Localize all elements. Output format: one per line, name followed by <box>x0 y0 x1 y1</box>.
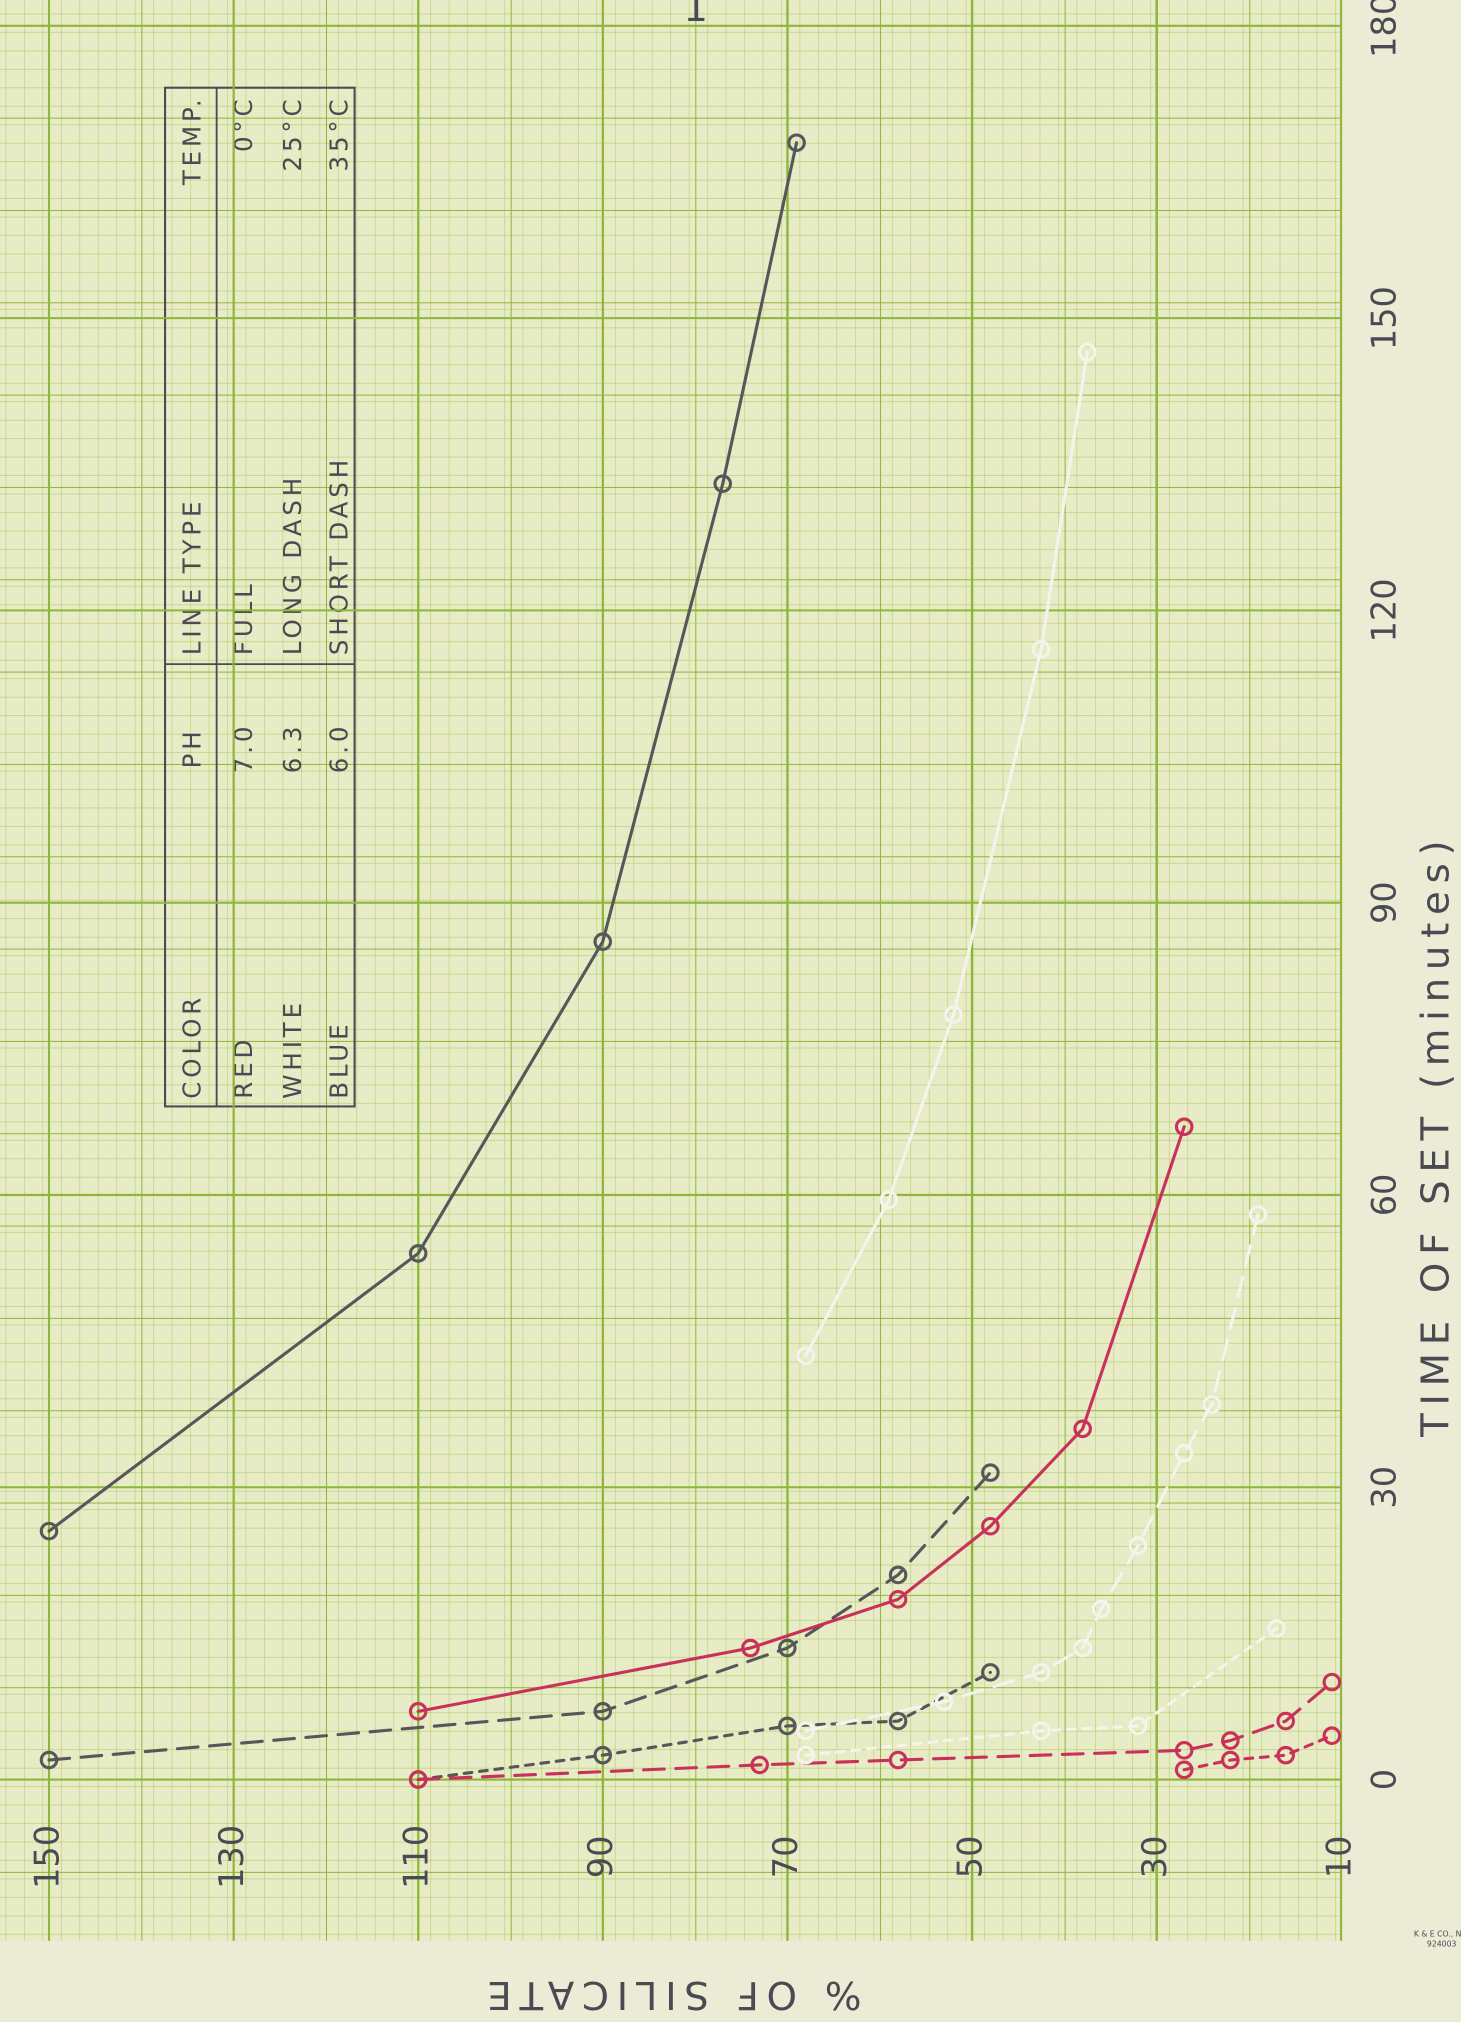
table-cell: LONG DASH <box>278 474 307 655</box>
x-tick-label: 0 <box>1365 1769 1404 1790</box>
y-tick-label: 50 <box>950 1836 989 1879</box>
table-cell: BLUE <box>324 1021 353 1099</box>
y-axis-title: % OF SILICATE <box>480 1972 862 2017</box>
table-cell: COLOR <box>177 994 206 1099</box>
table-cell: TEMP. <box>177 95 206 186</box>
table-cell: LINE TYPE <box>177 498 206 655</box>
x-axis-title: TIME OF SET (minutes) <box>1413 833 1458 1438</box>
x-tick-label: 60 <box>1365 1174 1404 1217</box>
table-cell: PH <box>177 727 206 768</box>
x-tick-label: 120 <box>1365 578 1404 642</box>
x-tick-label: 180 <box>1365 0 1404 58</box>
publisher-mark: K & E CO., N.Y. <box>1414 1929 1461 1938</box>
chart: 1 TIME OF SET (minutes) % OF SILICATE K … <box>0 0 1461 2022</box>
publisher-mark: 924003 <box>1427 1940 1457 1949</box>
x-tick-label: 30 <box>1365 1466 1404 1509</box>
table-cell: WHITE <box>278 999 307 1099</box>
y-tick-label: 150 <box>28 1825 67 1889</box>
y-tick-label: 70 <box>766 1836 805 1879</box>
x-tick-label: 150 <box>1365 286 1404 350</box>
table-cell: SHORT DASH <box>324 456 353 655</box>
y-tick-label: 130 <box>212 1825 251 1889</box>
table-cell: 6.0 <box>324 723 353 774</box>
y-tick-label: 10 <box>1320 1836 1359 1879</box>
table-cell: 35°C <box>324 95 353 171</box>
x-tick-label: 90 <box>1365 881 1404 924</box>
graph-grid <box>0 0 1341 1941</box>
y-tick-label: 30 <box>1135 1836 1174 1879</box>
y-tick-label: 90 <box>581 1836 620 1879</box>
y-tick-label: 110 <box>397 1825 436 1889</box>
table-cell: 25°C <box>278 95 307 171</box>
table-cell: 6.3 <box>278 723 307 774</box>
